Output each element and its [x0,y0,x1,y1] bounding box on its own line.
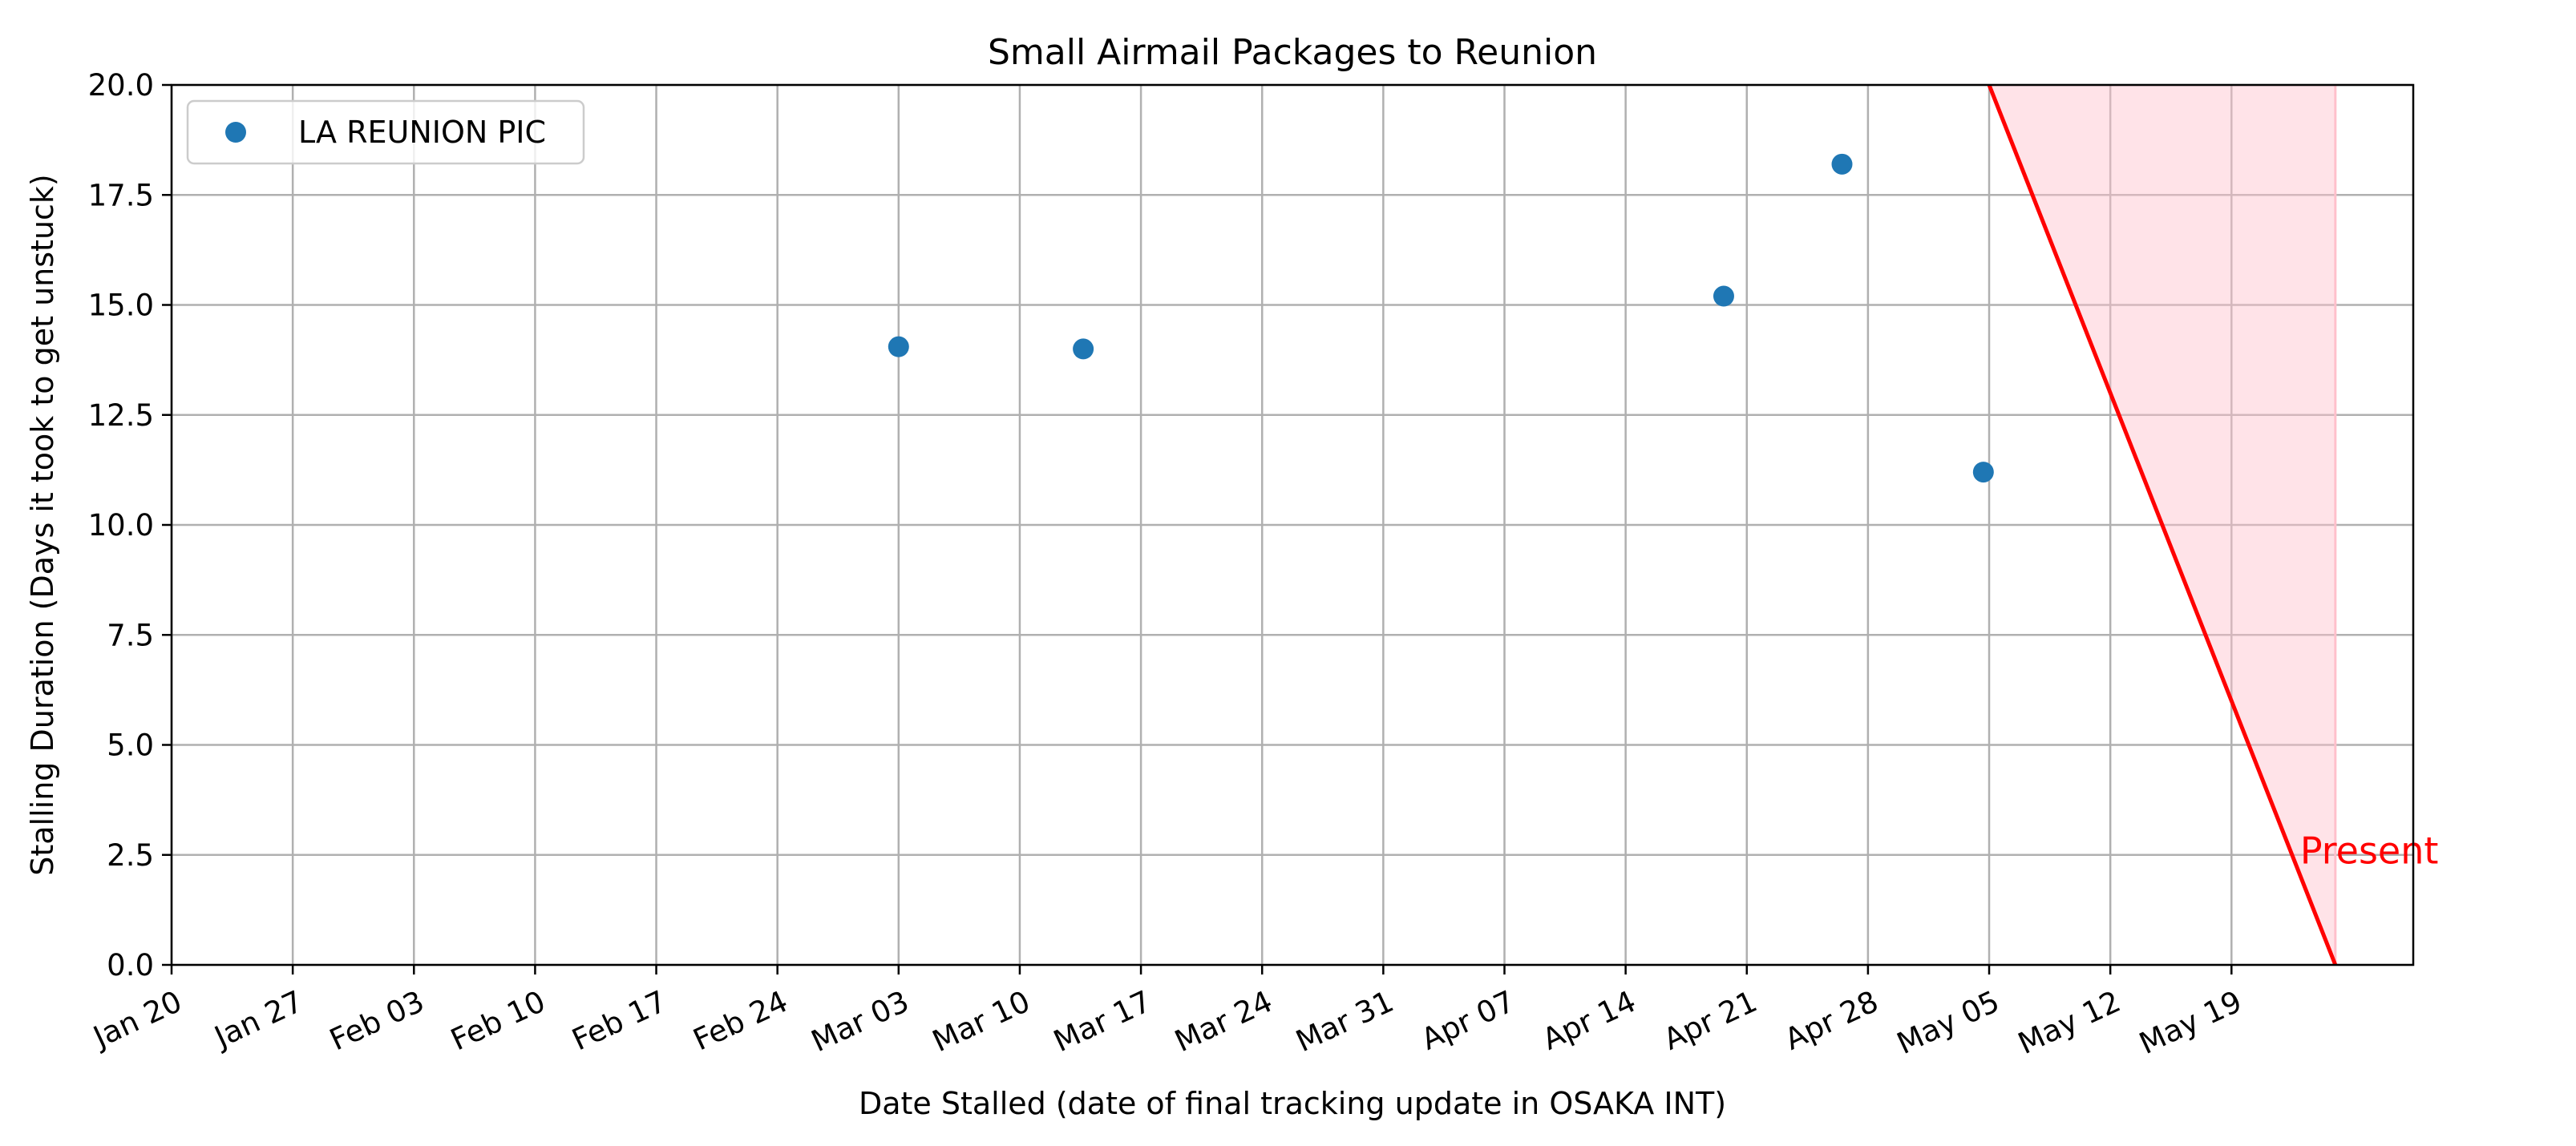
y-tick-label: 15.0 [88,289,154,323]
data-point [1713,285,1734,307]
x-tick-label: Feb 24 [688,984,793,1058]
x-tick-label: Mar 24 [1170,984,1278,1059]
x-tick-label: May 05 [1891,984,2004,1061]
x-tick-label: Feb 17 [567,984,672,1058]
data-point [1831,153,1853,175]
x-tick-label: Jan 27 [208,984,308,1055]
x-tick-label: Apr 21 [1659,984,1763,1057]
x-tick-label: May 12 [2013,984,2126,1061]
data-point [888,336,909,357]
legend: LA REUNION PIC [186,99,585,165]
data-points [888,153,1994,483]
y-tick-label: 12.5 [88,398,154,433]
y-axis-ticks: 0.0 2.5 5.0 7.5 10.0 12.5 15.0 17.5 20.0 [88,68,172,983]
present-label: Present [2300,829,2439,873]
x-tick-label: Mar 10 [927,984,1035,1059]
y-tick-label: 2.5 [107,838,154,873]
x-tick-label: May 19 [2134,984,2247,1061]
x-tick-label: Mar 31 [1291,984,1399,1059]
legend-marker [225,122,246,143]
x-tick-label: Feb 10 [446,984,551,1058]
x-tick-label: Jan 20 [87,984,187,1055]
y-tick-label: 5.0 [107,728,154,763]
chart-title: Small Airmail Packages to Reunion [988,32,1597,73]
x-tick-label: Apr 07 [1416,984,1520,1057]
legend-entry-la-reunion-pic: LA REUNION PIC [298,115,546,150]
present-region: Present [1987,84,2439,966]
x-tick-label: Mar 03 [806,984,914,1059]
x-axis-ticks: Jan 20 Jan 27 Feb 03 Feb 10 Feb 17 Feb 24 Mar … [87,965,2247,1061]
x-tick-label: Mar 17 [1049,984,1157,1059]
legend-box [186,99,585,165]
x-tick-label: Apr 14 [1537,984,1641,1057]
data-point [1972,462,1994,483]
x-tick-label: Apr 28 [1780,984,1884,1057]
y-tick-label: 0.0 [107,948,154,983]
y-tick-label: 20.0 [88,68,154,103]
y-tick-label: 10.0 [88,508,154,543]
y-axis-label: Stalling Duration (Days it took to get u… [25,174,60,876]
present-line [1987,84,2338,966]
x-axis-label: Date Stalled (date of final tracking upd… [859,1086,1726,1121]
data-point [1073,338,1094,360]
y-tick-label: 7.5 [107,618,154,652]
y-tick-label: 17.5 [88,178,154,212]
x-tick-label: Feb 03 [325,984,430,1058]
